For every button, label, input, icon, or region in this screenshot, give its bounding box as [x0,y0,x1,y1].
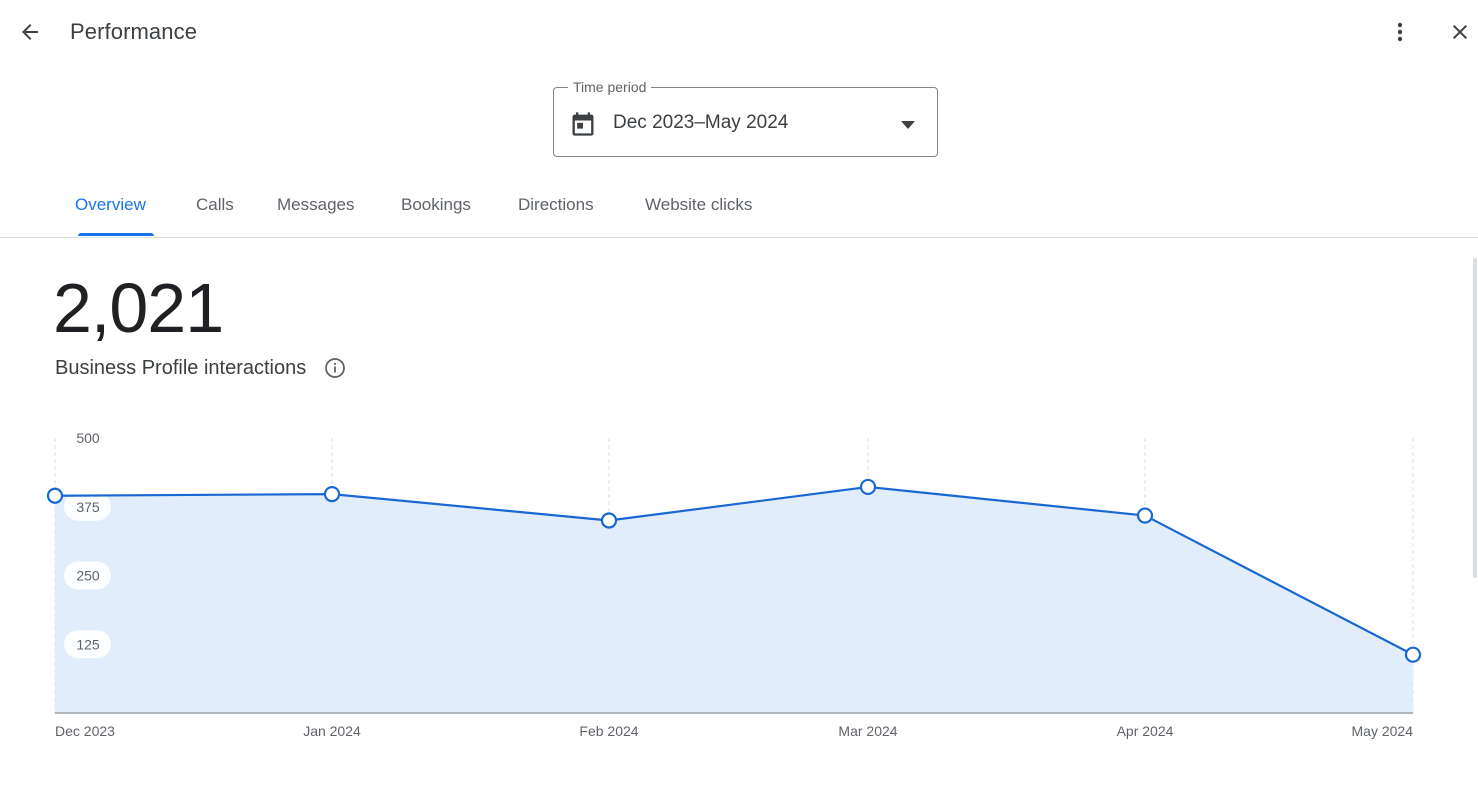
time-period-select[interactable]: Time period Dec 2023–May 2024 [553,79,938,157]
y-tick-label: 375 [76,499,100,515]
metric-label: Business Profile interactions [55,357,307,379]
top-bar: Performance [0,0,1478,64]
x-tick-label: May 2024 [1352,723,1414,739]
active-tab-indicator [78,233,154,236]
time-period-value: Dec 2023–May 2024 [613,112,789,133]
interactions-chart: 500 375 250 125 Dec 2023 Jan 2024 Feb 2024 Mar … [0,420,1478,760]
more-vert-icon [1397,22,1403,42]
y-tick-label-bg [64,630,111,659]
x-tick-label: Apr 2024 [1117,723,1174,739]
y-tick-label: 250 [76,568,100,584]
data-point [600,512,618,529]
info-icon[interactable] [323,356,347,380]
close-button[interactable] [1440,12,1478,52]
close-icon [1453,25,1467,39]
x-tick-label: Mar 2024 [838,723,897,739]
y-tick-label: 500 [76,430,100,446]
time-period-label: Time period [568,79,652,95]
tab-bookings[interactable]: Bookings [401,195,471,214]
x-tick-label: Dec 2023 [55,723,115,739]
tab-directions[interactable]: Directions [518,195,594,214]
chart-svg: 500 375 250 125 Dec 2023 Jan 2024 Feb 2024 Mar … [46,430,1422,739]
data-point [1136,507,1154,524]
scrollbar[interactable] [1473,258,1477,578]
dropdown-arrow-icon [900,117,916,135]
data-point [46,487,64,504]
area-fill [55,486,1413,713]
page-title: Performance [70,19,198,44]
data-point [1404,646,1422,663]
calendar-icon [569,110,597,143]
y-tick-label-bg [64,492,111,521]
tab-calls[interactable]: Calls [196,195,234,214]
tab-website-clicks[interactable]: Website clicks [645,195,753,214]
more-options-button[interactable] [1380,12,1420,52]
x-tick-label: Feb 2024 [579,723,638,739]
series-line [54,485,1414,656]
y-tick-label: 125 [76,636,100,652]
tab-bar: Overview Calls Messages Bookings Directi… [0,185,1478,238]
y-tick-label-bg [64,561,111,590]
total-interactions-value: 2,021 [53,269,224,347]
data-point [859,478,877,496]
tab-overview[interactable]: Overview [75,195,146,214]
back-button[interactable] [10,12,50,52]
tab-messages[interactable]: Messages [277,195,355,214]
data-point [323,485,341,503]
x-tick-label: Jan 2024 [303,723,361,739]
arrow-back-icon [22,24,38,40]
